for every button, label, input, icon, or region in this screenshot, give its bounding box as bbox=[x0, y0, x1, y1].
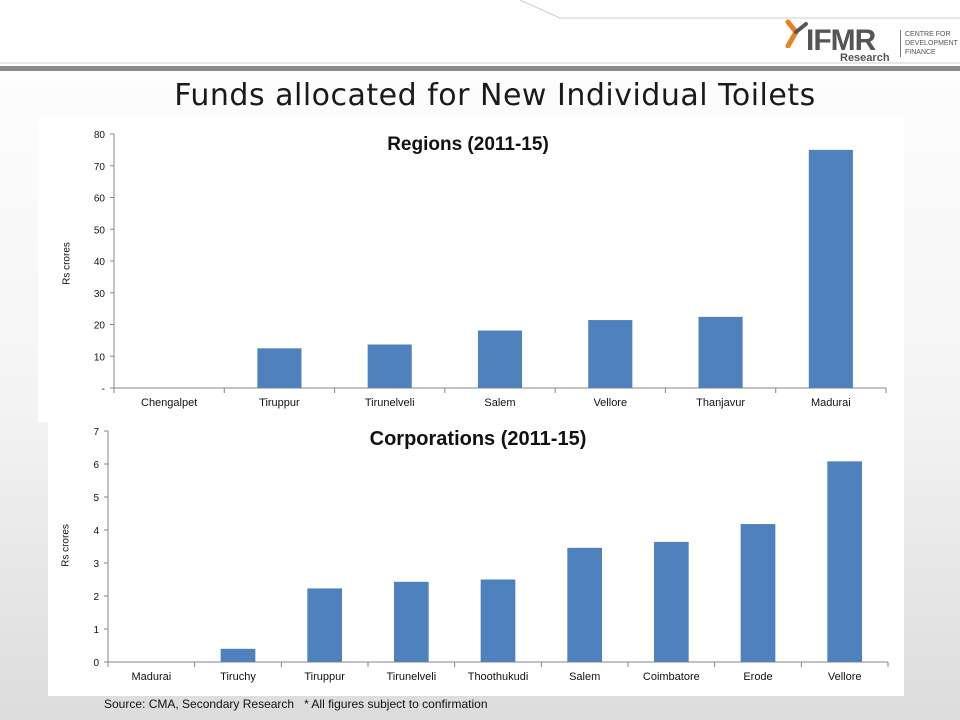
corporations-category-label: Vellore bbox=[828, 671, 862, 683]
page-title: Funds allocated for New Individual Toile… bbox=[174, 78, 816, 113]
corporations-y-tick-label: 0 bbox=[93, 658, 99, 669]
corporations-y-tick-label: 7 bbox=[93, 427, 99, 438]
corporations-y-tick-label: 3 bbox=[93, 559, 99, 570]
corporations-y-axis-label: Rs crores bbox=[60, 524, 72, 567]
corporations-category-label: Thoothukudi bbox=[468, 671, 529, 683]
logo-text: IFMR bbox=[806, 24, 876, 57]
corporations-bar bbox=[480, 579, 516, 662]
regions-category-label: Thanjavur bbox=[696, 397, 745, 409]
regions-category-label: Tiruppur bbox=[259, 397, 300, 409]
regions-chart-title: Regions (2011-15) bbox=[387, 134, 549, 155]
corporations-category-label: Coimbatore bbox=[643, 671, 700, 683]
corporations-bar bbox=[740, 524, 776, 662]
source-note: Source: CMA, Secondary Research * All fi… bbox=[104, 697, 488, 711]
regions-bar bbox=[257, 348, 302, 388]
corporations-bar bbox=[307, 588, 342, 662]
regions-category-label: Salem bbox=[484, 397, 515, 409]
regions-y-tick-label: - bbox=[102, 384, 105, 395]
logo-mark-icon bbox=[785, 19, 808, 48]
corporations-category-label: Salem bbox=[569, 671, 600, 683]
corporations-chart-title: Corporations (2011-15) bbox=[369, 428, 587, 450]
corporations-y-tick-label: 4 bbox=[93, 526, 99, 537]
logo-subtext: Research bbox=[840, 52, 890, 64]
regions-y-tick-label: 40 bbox=[94, 257, 106, 268]
corporations-bar bbox=[220, 648, 256, 662]
regions-chart-panel: - 10 20 30 40 50 60 70 80 Chengalpet Tiruppur Tirun… bbox=[38, 118, 904, 422]
regions-y-tick-label: 30 bbox=[94, 289, 106, 300]
regions-y-tick-label: 10 bbox=[94, 352, 106, 363]
corporations-bar bbox=[827, 461, 862, 662]
regions-y-tick-label: 60 bbox=[94, 194, 106, 205]
corporations-category-label: Tiruchy bbox=[220, 671, 256, 683]
regions-y-tick-label: 70 bbox=[94, 162, 106, 173]
corporations-y-tick-label: 2 bbox=[93, 592, 99, 603]
regions-category-label: Chengalpet bbox=[141, 397, 197, 409]
regions-bar bbox=[698, 316, 743, 388]
header-band bbox=[0, 0, 960, 80]
corporations-category-label: Tirunelveli bbox=[386, 671, 436, 683]
regions-y-axis-label: Rs crores bbox=[61, 242, 73, 285]
regions-category-label: Tirunelveli bbox=[365, 397, 415, 409]
regions-bar bbox=[808, 149, 853, 388]
logo-tagline: CENTRE FOR DEVELOPMENT FINANCE bbox=[900, 30, 960, 57]
regions-bar bbox=[367, 344, 412, 388]
corporations-y-tick-label: 1 bbox=[93, 625, 99, 636]
corporations-bar bbox=[654, 541, 689, 662]
regions-y-tick-label: 20 bbox=[94, 321, 106, 332]
regions-category-label: Madurai bbox=[811, 397, 851, 409]
corporations-bar bbox=[394, 581, 429, 662]
regions-bar bbox=[477, 330, 523, 388]
corporations-y-tick-label: 5 bbox=[93, 493, 99, 504]
corporations-bar-chart: 0 1 2 3 4 5 6 7 Madurai Tiruchy Tiruppur Tirunelvel… bbox=[93, 427, 889, 683]
regions-bar bbox=[588, 320, 633, 388]
corporations-category-label: Tiruppur bbox=[304, 671, 345, 683]
regions-y-tick-label: 50 bbox=[94, 225, 106, 236]
corporations-y-tick-label: 6 bbox=[93, 460, 99, 471]
corporations-category-label: Erode bbox=[743, 671, 772, 683]
corporations-category-label: Madurai bbox=[131, 671, 171, 683]
ifmr-logo: IFMR Research CENTRE FOR DEVELOPMENT FIN… bbox=[780, 14, 958, 68]
regions-bar-chart: - 10 20 30 40 50 60 70 80 Chengalpet Tiruppur Tirun… bbox=[94, 130, 887, 409]
regions-category-label: Vellore bbox=[593, 397, 627, 409]
regions-y-tick-label: 80 bbox=[94, 130, 106, 141]
corporations-chart-panel: 0 1 2 3 4 5 6 7 Madurai Tiruchy Tiruppur Tirunelvel… bbox=[48, 420, 904, 696]
corporations-bar bbox=[567, 547, 602, 662]
